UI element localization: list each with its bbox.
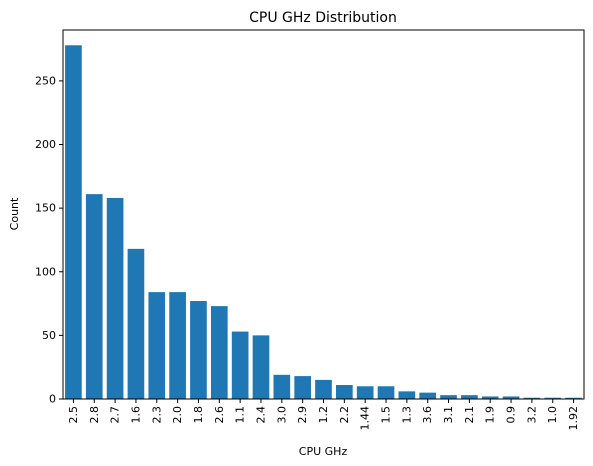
x-tick-label: 1.2: [317, 406, 330, 424]
x-tick-label: 1.1: [234, 406, 247, 424]
x-tick-label: 2.0: [171, 406, 184, 424]
bar-1.3: [398, 391, 416, 399]
x-tick-label: 2.5: [67, 406, 80, 424]
bar-2.5: [65, 45, 82, 400]
bar-1.8: [190, 301, 207, 399]
x-tick-label: 0.9: [505, 406, 518, 424]
x-tick-label: 3.1: [442, 406, 455, 424]
plot-frame: [62, 29, 585, 400]
x-tick-label: 2.3: [150, 406, 163, 424]
bar-2.8: [85, 194, 103, 399]
x-axis-label: CPU GHz: [299, 445, 348, 458]
y-tick-label: 150: [35, 202, 56, 215]
bar-0.9: [502, 396, 520, 399]
bar-3.0: [273, 374, 291, 399]
bar-2.7: [106, 197, 124, 399]
bar-2.0: [169, 292, 186, 399]
bar-1.6: [127, 248, 145, 399]
x-tick-label: 1.3: [400, 406, 413, 424]
x-tick-label: 2.4: [254, 406, 267, 424]
bar-3.2: [523, 397, 541, 399]
x-tick-label: 1.44: [359, 406, 372, 431]
x-tick-label: 2.8: [88, 406, 101, 424]
x-tick-label: 1.0: [546, 406, 559, 424]
y-tick-label: 250: [35, 74, 56, 87]
bar-2.6: [210, 306, 228, 399]
y-axis-ticks: 0 50 100 150 200 250: [35, 74, 63, 406]
bar-1.0: [544, 397, 562, 399]
bar-2.2: [336, 385, 353, 399]
bar-1.9: [481, 396, 499, 399]
chart-title: CPU GHz Distribution: [249, 10, 397, 26]
x-tick-label: 1.6: [129, 406, 142, 424]
x-tick-label: 2.1: [463, 406, 476, 424]
x-tick-label: 2.2: [338, 406, 351, 424]
y-tick-label: 50: [42, 329, 56, 342]
bar-1.1: [231, 331, 249, 399]
x-tick-label: 3.0: [275, 406, 288, 424]
bar-3.6: [419, 392, 437, 399]
x-tick-label: 1.92: [567, 406, 580, 431]
bars-group: [65, 45, 582, 400]
y-axis-label: Count: [8, 197, 21, 230]
x-tick-label: 2.7: [109, 406, 122, 424]
x-tick-label: 3.2: [525, 406, 538, 424]
bar-2.4: [252, 335, 270, 399]
x-axis-ticks: 2.5 2.8 2.7 1.6 2.3 2.0 1.8 2.6 1.1 2.4 3.0 2.9 1.2 2…: [67, 399, 580, 431]
x-tick-label: 2.9: [296, 406, 309, 424]
y-tick-label: 0: [49, 393, 56, 406]
x-tick-label: 2.6: [213, 406, 226, 424]
bar-1.2: [315, 379, 332, 399]
bar-1.44: [356, 386, 374, 399]
bar-1.5: [377, 386, 395, 399]
x-tick-label: 3.6: [421, 406, 434, 424]
x-tick-label: 1.9: [484, 406, 497, 424]
bar-3.1: [440, 395, 457, 399]
y-tick-label: 200: [35, 138, 56, 151]
x-tick-label: 1.5: [380, 406, 393, 424]
bar-2.9: [294, 376, 311, 399]
bar-2.3: [148, 292, 166, 399]
x-tick-label: 1.8: [192, 406, 205, 424]
bar-2.1: [461, 395, 478, 399]
bar-1.92: [565, 397, 582, 399]
y-tick-label: 100: [35, 265, 56, 278]
